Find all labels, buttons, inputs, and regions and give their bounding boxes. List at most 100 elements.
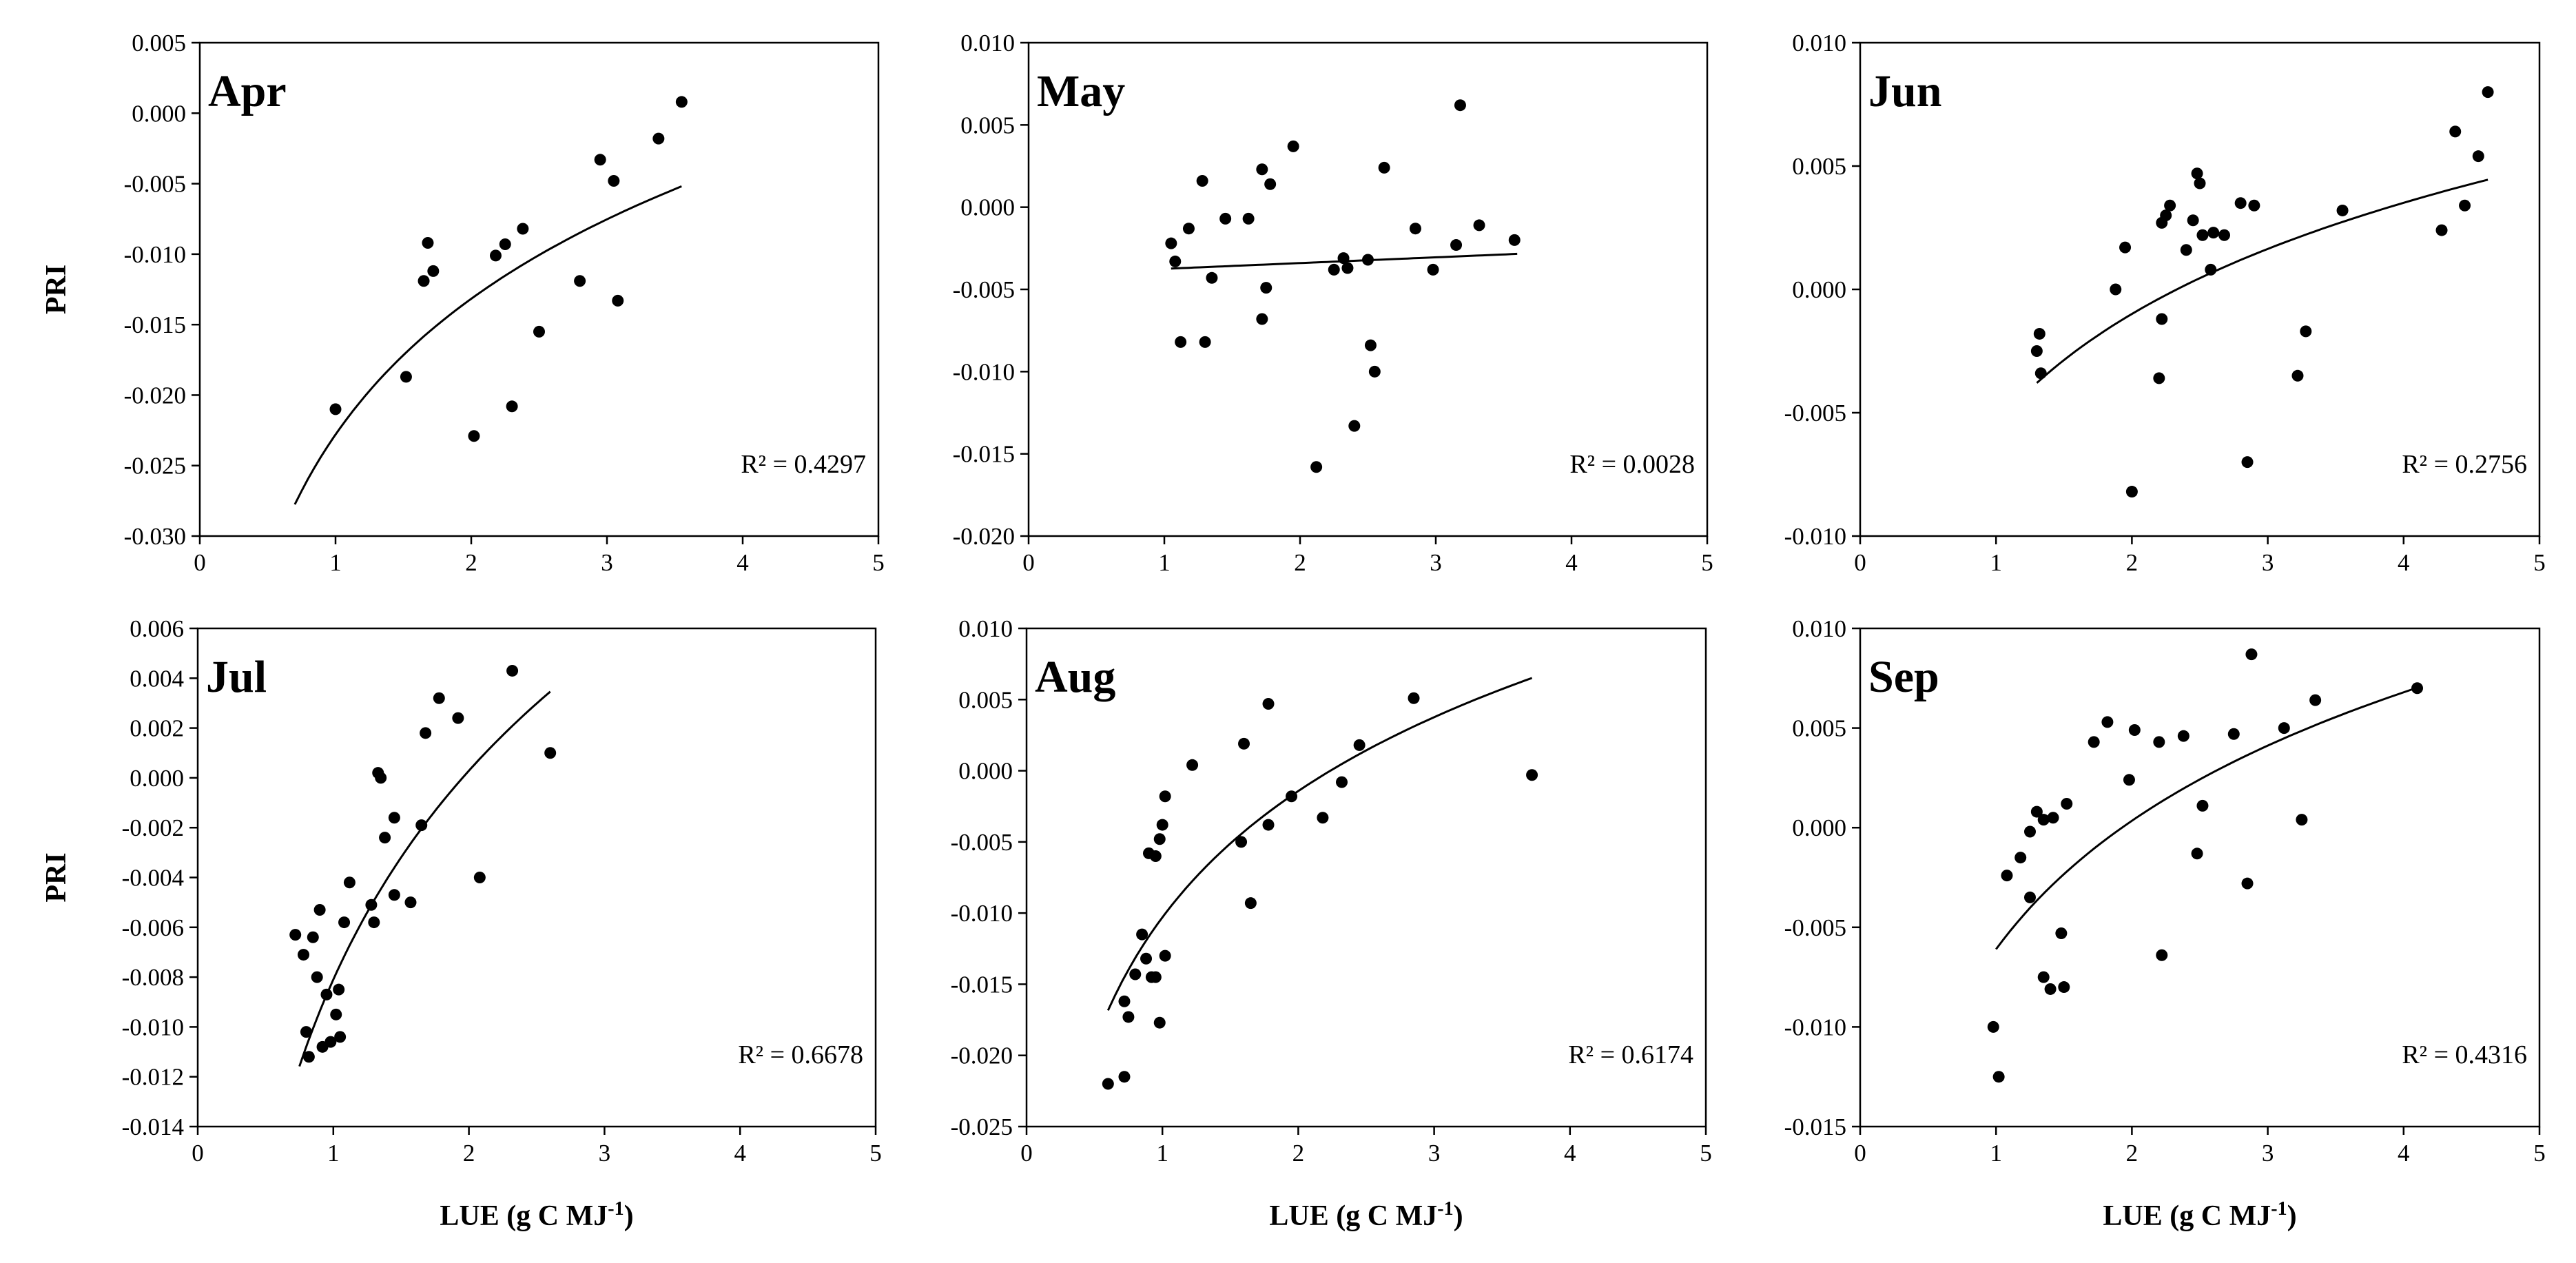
- data-point: [313, 903, 326, 916]
- data-point: [1102, 1078, 1114, 1090]
- data-point: [1362, 254, 1374, 266]
- data-point: [2177, 730, 2189, 742]
- data-point: [1427, 263, 1439, 276]
- x-tick-label: 5: [2533, 1140, 2546, 1167]
- y-tick-label: 0.000: [130, 765, 184, 792]
- data-point: [468, 430, 480, 442]
- data-point: [1378, 161, 1390, 174]
- data-point: [1364, 339, 1377, 351]
- x-tick-label: 4: [736, 549, 749, 576]
- data-point: [1337, 252, 1350, 265]
- panel-may: 0 1 2 3 4 5 -0.020 -0.015 -0.010 -0.005 0.000 0.005…: [953, 30, 1713, 576]
- data-point: [2309, 694, 2322, 706]
- data-point: [404, 896, 417, 909]
- data-point: [1408, 692, 1420, 704]
- data-point: [489, 249, 502, 262]
- data-point: [334, 1031, 347, 1043]
- data-point: [2088, 736, 2100, 748]
- data-point: [1118, 1071, 1131, 1083]
- y-tick-label: -0.014: [122, 1113, 184, 1140]
- data-point: [1159, 949, 1171, 962]
- x-tick-label: 4: [734, 1140, 746, 1167]
- y-tick-label: -0.006: [122, 914, 184, 941]
- data-point: [2234, 197, 2247, 209]
- data-point: [608, 174, 620, 187]
- y-axis-title: PRI: [41, 265, 72, 314]
- y-tick-label: 0.002: [130, 715, 184, 742]
- x-tick-label: 5: [2533, 549, 2546, 576]
- y-tick-label: 0.005: [1792, 715, 1846, 742]
- panel-title: May: [1037, 66, 1125, 116]
- y-tick-label: -0.030: [124, 523, 186, 550]
- data-point: [343, 876, 356, 889]
- data-point: [1129, 968, 1142, 980]
- y-tick-label: -0.005: [124, 171, 186, 198]
- data-point: [2153, 736, 2165, 748]
- panel-sep: 0 1 2 3 4 5 -0.015 -0.010 -0.005 0.000 0.005 0.010 S…: [1784, 615, 2546, 1232]
- r-squared-label: R² = 0.2756: [2402, 450, 2527, 479]
- data-point: [2245, 648, 2258, 661]
- data-point: [1987, 1020, 1999, 1033]
- y-tick-label: 0.000: [1792, 276, 1846, 303]
- data-point: [2411, 682, 2424, 695]
- panel-apr: 0 1 2 3 4 5 -0.030 -0.025 -0.020 -0.015 -0.010 -0.0…: [41, 30, 885, 576]
- y-tick-label: -0.010: [1784, 1014, 1846, 1040]
- data-point: [1262, 697, 1275, 710]
- data-point: [338, 916, 351, 929]
- x-tick-label: 0: [1022, 549, 1035, 576]
- x-tick-label: 2: [463, 1140, 475, 1167]
- data-point: [320, 988, 333, 1000]
- y-tick-label: 0.010: [1792, 30, 1846, 57]
- data-point: [330, 1008, 342, 1020]
- data-point: [2300, 325, 2312, 338]
- y-tick-label: 0.000: [1792, 814, 1846, 841]
- data-point: [368, 916, 380, 929]
- x-tick-label: 5: [1700, 1140, 1712, 1167]
- data-point: [2196, 799, 2209, 812]
- data-point: [2030, 805, 2043, 818]
- data-point: [2156, 949, 2168, 961]
- data-point: [2047, 812, 2059, 824]
- r-squared-label: R² = 0.6678: [738, 1040, 863, 1069]
- data-point: [2123, 774, 2135, 786]
- y-tick-label: 0.005: [1792, 153, 1846, 180]
- data-point: [2058, 981, 2070, 994]
- data-point: [388, 812, 400, 824]
- panel-title: Aug: [1035, 652, 1115, 702]
- x-tick-label: 2: [1294, 549, 1306, 576]
- y-tick-label: -0.010: [122, 1014, 184, 1040]
- plot-area: [196, 627, 877, 1128]
- r-squared-label: R² = 0.6174: [1568, 1040, 1693, 1069]
- data-point: [1196, 174, 1208, 187]
- y-tick-label: 0.004: [130, 665, 184, 692]
- data-point: [1156, 819, 1168, 831]
- data-point: [533, 325, 545, 338]
- x-tick-label: 0: [1854, 549, 1866, 576]
- plot-area: [198, 41, 880, 537]
- data-point: [298, 949, 310, 961]
- panel-title: Sep: [1868, 652, 1939, 702]
- y-tick-label: 0.000: [132, 100, 186, 127]
- data-point: [594, 154, 606, 166]
- data-point: [2449, 125, 2462, 138]
- x-tick-label: 1: [1158, 549, 1171, 576]
- data-point: [652, 132, 665, 145]
- y-tick-label: 0.010: [1792, 615, 1846, 642]
- data-point: [1169, 255, 1182, 267]
- x-tick-label: 0: [1854, 1140, 1866, 1167]
- x-tick-label: 3: [1430, 549, 1442, 576]
- data-point: [1153, 833, 1166, 845]
- x-tick-label: 0: [192, 1140, 204, 1167]
- y-tick-label: -0.004: [122, 865, 184, 892]
- x-tick-label: 5: [869, 1140, 882, 1167]
- x-tick-label: 3: [599, 1140, 611, 1167]
- data-point: [2001, 870, 2013, 882]
- x-tick-label: 3: [2262, 1140, 2274, 1167]
- data-point: [433, 692, 445, 704]
- data-point: [1149, 850, 1162, 863]
- plot-area: [1025, 627, 1707, 1128]
- data-point: [2125, 486, 2138, 498]
- data-point: [2435, 224, 2448, 236]
- data-point: [2055, 927, 2068, 939]
- data-point: [1409, 223, 1421, 235]
